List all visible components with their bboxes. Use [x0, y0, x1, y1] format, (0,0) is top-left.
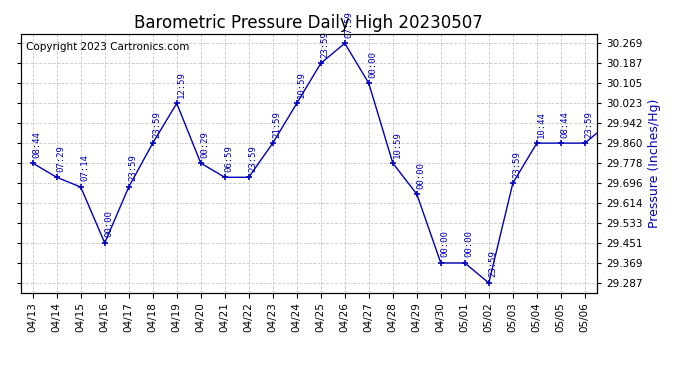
Text: 08:44: 08:44 [32, 131, 41, 158]
Text: 23:59: 23:59 [513, 151, 522, 178]
Text: 00:00: 00:00 [368, 51, 377, 78]
Text: 23:59: 23:59 [489, 251, 497, 278]
Text: 23:59: 23:59 [584, 111, 593, 138]
Y-axis label: Pressure (Inches/Hg): Pressure (Inches/Hg) [648, 99, 661, 228]
Text: 06:59: 06:59 [0, 374, 1, 375]
Title: Barometric Pressure Daily High 20230507: Barometric Pressure Daily High 20230507 [135, 14, 483, 32]
Text: 10:59: 10:59 [393, 131, 402, 158]
Text: Copyright 2023 Cartronics.com: Copyright 2023 Cartronics.com [26, 42, 190, 51]
Text: 23:59: 23:59 [152, 111, 161, 138]
Text: 00:29: 00:29 [200, 131, 209, 158]
Text: 10:59: 10:59 [297, 71, 306, 98]
Text: 00:00: 00:00 [464, 231, 473, 257]
Text: 23:59: 23:59 [248, 145, 257, 172]
Text: 23:59: 23:59 [128, 154, 137, 182]
Text: 00:00: 00:00 [104, 210, 113, 237]
Text: 07:59: 07:59 [344, 11, 353, 38]
Text: 00:00: 00:00 [440, 231, 449, 257]
Text: 23:59: 23:59 [320, 31, 329, 58]
Text: 10:44: 10:44 [537, 111, 546, 138]
Text: 06:59: 06:59 [224, 145, 233, 172]
Text: 21:59: 21:59 [273, 111, 282, 138]
Text: 08:44: 08:44 [560, 111, 569, 138]
Text: 07:14: 07:14 [80, 154, 90, 182]
Text: 07:29: 07:29 [57, 145, 66, 172]
Text: 00:00: 00:00 [417, 162, 426, 189]
Text: 12:59: 12:59 [177, 71, 186, 98]
